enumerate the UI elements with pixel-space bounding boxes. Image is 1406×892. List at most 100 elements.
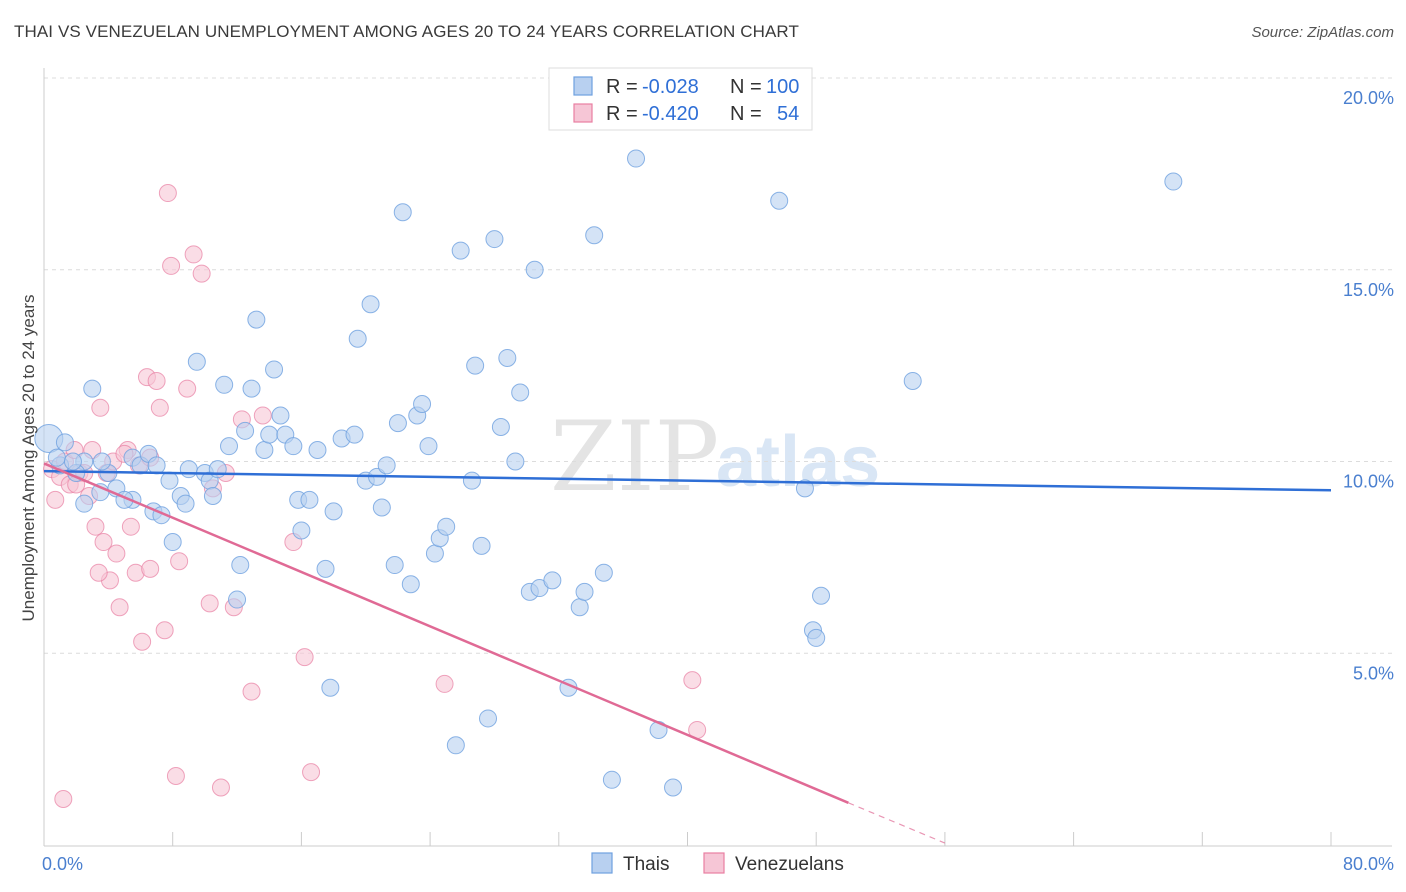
thai-point [208,460,227,479]
venezuelan-point [121,517,140,536]
thai-point [236,421,255,440]
thai-point [228,590,247,609]
thai-point [575,582,594,601]
venezuelan-point [200,594,219,613]
thai-point [179,460,198,479]
thai-point [511,383,530,402]
venezuelan-point [54,789,73,808]
bottom-legend: Thais Venezuelans [591,852,844,875]
thai-point [770,191,789,210]
venezuelan-point [295,648,314,667]
thai-point [795,479,814,498]
thai-point [812,586,831,605]
venezuelan-point [155,621,174,640]
venezuelan-point [86,517,105,536]
legend-n-value: 100 [766,76,799,98]
thai-point [265,360,284,379]
trend-lines [43,462,1332,844]
thai-point [292,521,311,540]
bottom-legend-thai-swatch [591,852,613,874]
thai-point [321,678,340,697]
watermark-zip: ZIP [550,401,719,513]
thai-point [83,379,102,398]
legend-n-value: 54 [777,103,799,125]
thai-point [413,394,432,413]
thai-point [255,440,274,459]
thai-point [242,379,261,398]
y-tick-label: 5.0% [1353,663,1394,683]
thai-point [462,471,481,490]
legend-thai-swatch [573,76,593,96]
venezuelan-point [178,379,197,398]
legend-n-label: N = [730,103,762,125]
axes [43,68,1392,847]
thai-point [385,556,404,575]
thai-point [92,452,111,471]
thai-point [377,456,396,475]
thai-point [627,149,646,168]
venezuelan-point [242,682,261,701]
legend: R = -0.028 N = 100 R = -0.420 N = 54 [548,67,813,131]
thai-point [506,452,525,471]
thai-trend-line [43,469,1332,492]
venezuelan-trend-extension [848,802,946,844]
venezuelan-point [46,490,65,509]
venezuelan-point [141,559,160,578]
venezuelan-point [170,552,189,571]
thai-point [472,536,491,555]
thai-point [401,575,420,594]
venezuelan-point [91,398,110,417]
thai-point [585,226,604,245]
thai-point [163,533,182,552]
y-axis-label: Unemployment Among Ages 20 to 24 years [19,295,38,622]
thai-point [308,440,327,459]
legend-r-label: R = [606,76,638,98]
thai-point [419,437,438,456]
thai-point [55,433,74,452]
venezuelan-point [89,563,108,582]
venezuelan-point [166,766,185,785]
legend-box [548,67,813,131]
thai-point [903,371,922,390]
thai-point [594,563,613,582]
x-tick-label: 80.0% [1343,854,1394,874]
thai-point [300,490,319,509]
thai-point [491,417,510,436]
thai-point [664,778,683,797]
venezuelan-point [435,674,454,693]
thai-point [466,356,485,375]
x-tick-label: 0.0% [42,854,83,874]
legend-r-value: -0.028 [642,76,699,98]
source-label: Source: ZipAtlas.com [1251,24,1394,41]
thai-point [147,456,166,475]
thai-point [446,736,465,755]
chart-title: THAI VS VENEZUELAN UNEMPLOYMENT AMONG AG… [14,22,799,41]
thai-point [160,471,179,490]
thai-point [348,329,367,348]
thai-point [284,437,303,456]
thai-point [271,406,290,425]
thai-point [543,571,562,590]
thai-point [63,452,82,471]
venezuelan-point [683,671,702,690]
thai-point [345,425,364,444]
venezuelan-point [133,632,152,651]
thai-point [203,487,222,506]
legend-r-value: -0.420 [642,103,699,125]
thai-point [231,556,250,575]
thai-point [437,517,456,536]
tick-labels: 5.0% 10.0% 15.0% 20.0% 0.0% 80.0% [42,88,1394,874]
thai-point [425,544,444,563]
thai-point [361,295,380,314]
venezuelan-point [94,533,113,552]
thai-point [372,498,391,517]
venezuelan-point [302,763,321,782]
y-tick-label: 10.0% [1343,472,1394,492]
bottom-legend-thais: Thais [623,854,669,875]
thai-point [485,230,504,249]
thai-point [47,448,66,467]
thai-point [324,502,343,521]
venezuelan-point [211,778,230,797]
venezuelan-point [158,184,177,203]
